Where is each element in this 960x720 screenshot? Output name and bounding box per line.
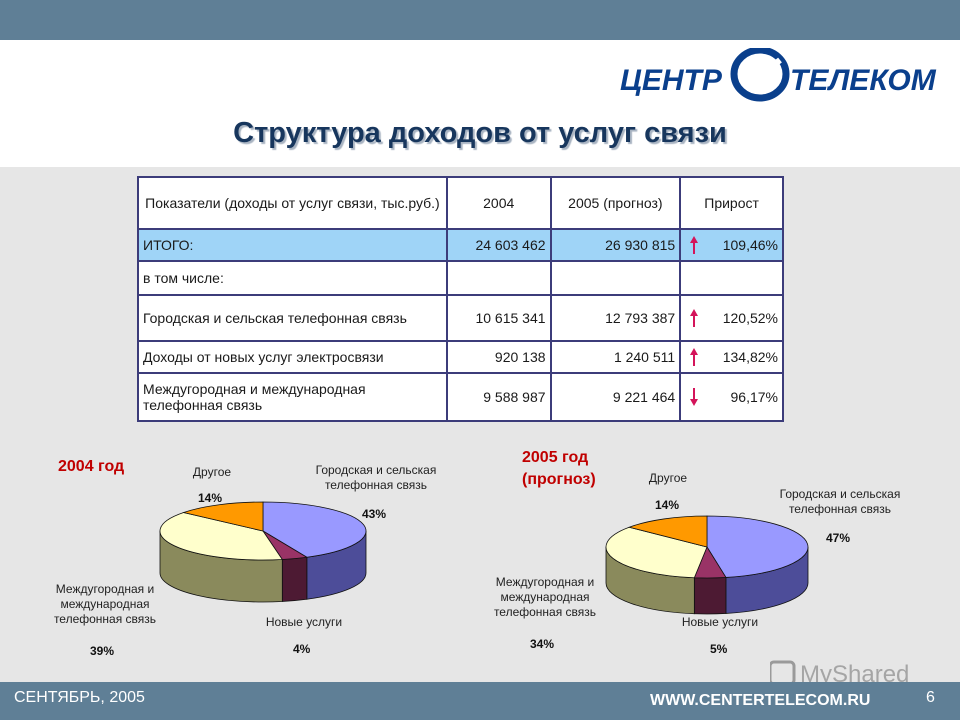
row-2004: 920 138 [445, 340, 552, 374]
arrow-up-icon [690, 309, 699, 327]
row-2004: 9 588 987 [445, 372, 552, 422]
pie-2005-other-slice [627, 515, 708, 548]
row-label: Доходы от новых услуг электросвязи [137, 340, 448, 374]
row-growth-cell: 120,52% [679, 294, 784, 342]
total-growth-cell: 109,46% [679, 228, 784, 262]
revenue-table: Показатели (доходы от услуг связи, тыс.р… [137, 176, 784, 422]
row-label: Междугородная и международная телефонная… [137, 372, 448, 422]
chart-2005-other-label: Другое [648, 471, 688, 485]
pie-2004-new-services-slice-side [281, 556, 308, 602]
row-label: Городская и сельская телефонная связь [137, 294, 448, 342]
chart-2005-urban-pct: 47% [826, 531, 851, 545]
pie-2004-longdistance-slice [159, 512, 284, 561]
chart-2005-new-label: Новые услуги [681, 615, 759, 629]
chart-2005-urban-label: Городская и сельская телефонная связь [779, 487, 901, 516]
pie-chart-2005 [605, 515, 809, 615]
pie-2004-urban-slice [262, 501, 367, 558]
arrow-up-icon [690, 236, 699, 254]
chart-2004-longdist-pct: 39% [90, 644, 115, 658]
table-row: Доходы от новых услуг электросвязи 920 1… [137, 340, 784, 374]
chart-2004-urban-label: Городская и сельская телефонная связь [315, 463, 437, 492]
chart-2004-other-pct: 14% [198, 491, 223, 505]
row-2005: 12 793 387 [549, 294, 682, 342]
footer-date: СЕНТЯБРЬ, 2005 [14, 689, 145, 706]
chart-2005-new-pct: 5% [710, 642, 728, 656]
row-2005: 1 240 511 [549, 340, 682, 374]
pie-chart-2004 [159, 501, 367, 603]
footer-url: WWW.CENTERTELECOM.RU [650, 692, 871, 709]
chart-2004-longdist-label: Междугородная и международная телефонная… [53, 582, 157, 626]
chart-2005-longdist-pct: 34% [530, 637, 555, 651]
chart-2005-longdist-label: Междугородная и международная телефонная… [493, 575, 597, 619]
chart-2004-new-pct: 4% [293, 642, 311, 656]
arrow-down-icon [690, 388, 699, 406]
table-row: Городская и сельская телефонная связь 10… [137, 294, 784, 342]
row-growth: 96,17% [730, 389, 778, 405]
chart-2004-other-label: Другое [192, 465, 232, 479]
top-bar [0, 0, 960, 40]
chart-2005-other-pct: 14% [655, 498, 680, 512]
including-label: в том числе: [137, 260, 448, 296]
pie-2004-other-slice [182, 501, 264, 532]
table-row: Междугородная и международная телефонная… [137, 372, 784, 422]
including-row: в том числе: [137, 260, 784, 296]
chart-2004-title: 2004 год [58, 458, 125, 475]
centertelecom-logo: ЦЕНТР ТЕЛЕКОМ [620, 48, 937, 102]
total-2004: 24 603 462 [445, 228, 552, 262]
table-header-row: Показатели (доходы от услуг связи, тыс.р… [137, 176, 784, 230]
pie-2005-longdistance-slice [605, 526, 708, 579]
logo-emblem-icon [730, 48, 790, 102]
row-growth: 134,82% [722, 349, 778, 365]
row-growth-cell: 134,82% [679, 340, 784, 374]
arrow-up-icon [690, 348, 699, 366]
total-2005: 26 930 815 [549, 228, 682, 262]
logo-left-text: ЦЕНТР [620, 64, 723, 97]
total-growth: 109,46% [722, 237, 778, 253]
logo-right-text: ТЕЛЕКОМ [790, 64, 937, 97]
pie-2005-new-services-slice-side [693, 577, 727, 615]
chart-2004-new-label: Новые услуги [265, 615, 343, 629]
pie-2005-urban-slice [706, 515, 809, 578]
header-indicator: Показатели (доходы от услуг связи, тыс.р… [137, 176, 448, 230]
chart-2005-title: 2005 год (прогноз) [522, 449, 596, 488]
total-row: ИТОГО: 24 603 462 26 930 815 109,46% [137, 228, 784, 262]
header-growth: Прирост [679, 176, 784, 230]
chart-2004-urban-pct: 43% [362, 507, 387, 521]
header-2005: 2005 (прогноз) [549, 176, 682, 230]
footer-bar [0, 682, 960, 720]
total-label: ИТОГО: [137, 228, 448, 262]
row-growth-cell: 96,17% [679, 372, 784, 422]
page-title: Структура доходов от услуг связи [233, 117, 727, 149]
row-2004: 10 615 341 [445, 294, 552, 342]
row-2005: 9 221 464 [549, 372, 682, 422]
row-growth: 120,52% [722, 310, 778, 326]
header-2004: 2004 [445, 176, 552, 230]
page-number: 6 [926, 689, 935, 706]
